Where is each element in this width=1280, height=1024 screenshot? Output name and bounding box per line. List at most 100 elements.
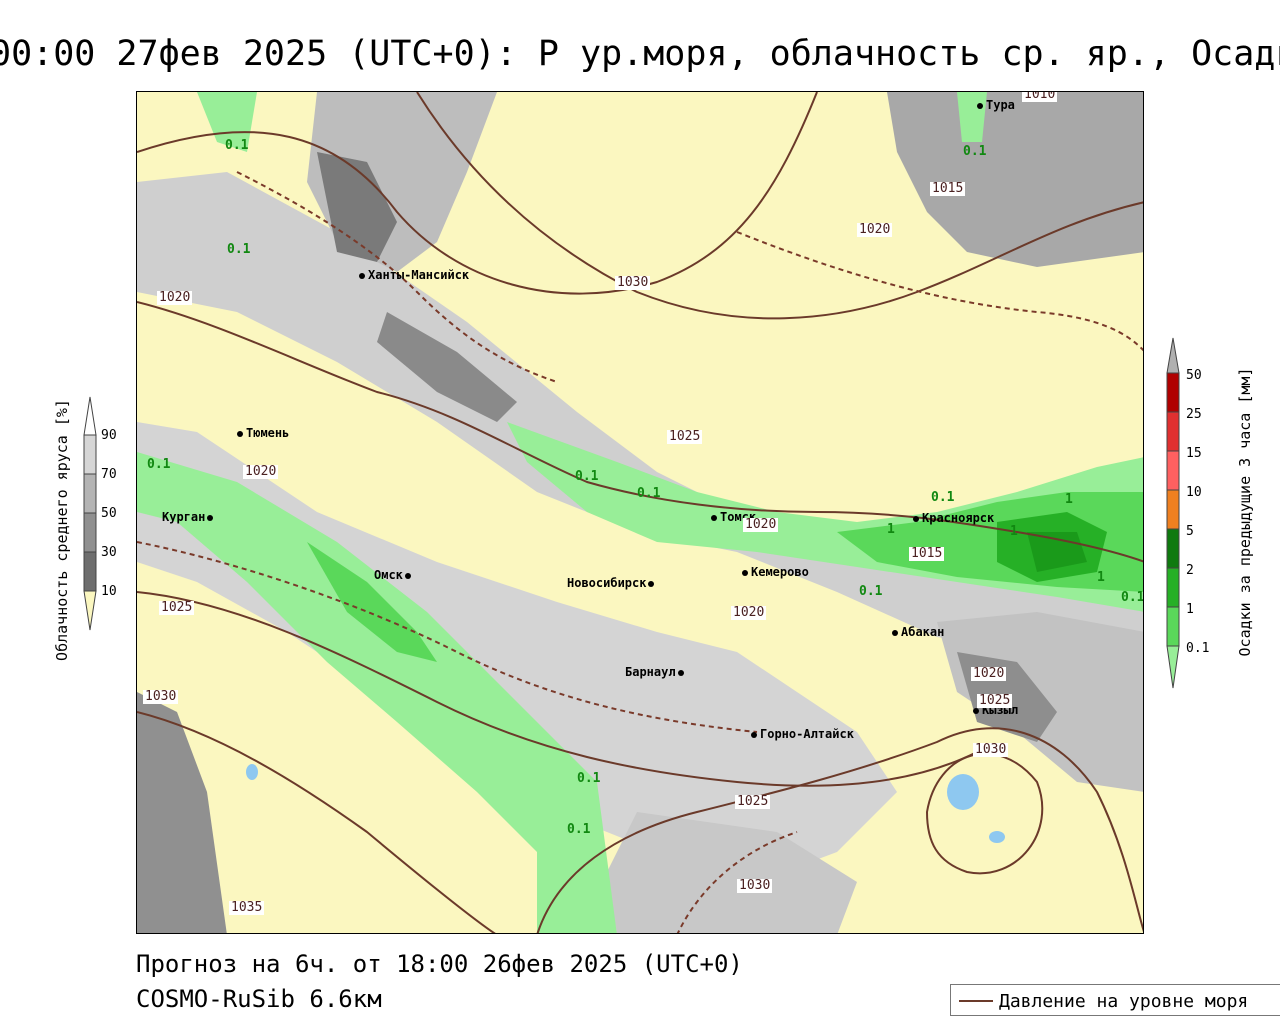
isobar [925,752,1044,875]
precip-label: 0.1 [859,584,883,599]
cloud-region [137,692,227,933]
precip-tick: 25 [1186,407,1202,422]
city-marker-icon [977,102,983,109]
cloud-colorbar [83,396,97,631]
precip-tick: 2 [1186,563,1194,578]
city-marker-icon [711,514,717,521]
isobar-label: 1010 [1022,92,1058,102]
city-marker-icon [677,669,684,676]
lake [989,831,1005,843]
precip-label: 1 [1097,570,1105,585]
lake [246,764,258,780]
cloud-tick: 70 [101,467,117,482]
isobar [236,171,558,383]
isobar-label: 1015 [930,181,966,196]
pressure-legend: Давление на уровне моря [950,984,1280,1016]
isobar-label: 1035 [229,900,265,915]
city-label: Омск [374,568,414,582]
city-label: Новосибирск [567,576,657,590]
isobar [416,92,1143,320]
isobar-label: 1030 [143,689,179,704]
city-marker-icon [359,272,365,279]
city-label: Абакан [892,625,944,639]
precip-region [307,542,437,662]
pressure-legend-line [959,1000,993,1002]
cloud-tick: 30 [101,545,117,560]
isobar-label: 1020 [731,605,767,620]
isobar-label: 1015 [909,546,945,561]
forecast-info: Прогноз на 6ч. от 18:00 26фев 2025 (UTC+… [136,950,743,978]
isobar [676,831,798,933]
precip-tick: 15 [1186,446,1202,461]
isobar-label: 1020 [243,464,279,479]
pressure-legend-label: Давление на уровне моря [999,991,1249,1012]
city-label: Кемерово [742,565,809,579]
precip-tick: 10 [1186,485,1202,500]
isobar-label: 1020 [743,517,779,532]
precip-label: 0.1 [1121,590,1144,605]
isobar-label: 1030 [973,742,1009,757]
map-title: 00:00 27фев 2025 (UTC+0): P ур.моря, обл… [0,34,1280,74]
city-marker-icon [913,515,919,522]
city-marker-icon [973,707,979,714]
city-label: Горно-Алтайск [751,727,854,741]
isobar [137,92,818,295]
city-marker-icon [237,430,243,437]
city-marker-icon [404,572,411,579]
isobars-dashed [137,171,1143,933]
precip-tick: 0.1 [1186,641,1210,656]
isobar [137,301,1143,563]
precip-tick: 1 [1186,602,1194,617]
city-label: Барнаул [625,665,687,679]
precip-label: 1 [887,522,895,537]
precip-label: 0.1 [147,457,171,472]
precip-label: 1 [1010,524,1018,539]
precip-label: 0.1 [577,771,601,786]
isobar [137,711,496,933]
precip-colorbar [1166,337,1180,689]
cloud-scale-label: Облачность среднего яруса [%] [53,399,71,661]
cloud-tick: 90 [101,428,117,443]
cloud-region [607,812,857,933]
precip-region [137,452,617,933]
city-marker-icon [648,580,655,587]
forecast-map[interactable]: Тура Ханты-Мансийск Тюмень Курган Омск Н… [136,91,1144,934]
precip-label: 0.1 [225,138,249,153]
isobars [137,92,1143,933]
isobar-label: 1030 [737,878,773,893]
city-marker-icon [892,629,898,636]
precip-region [197,92,257,152]
precip-label: 0.1 [575,469,599,484]
isobar [137,591,978,787]
city-marker-icon [742,569,748,576]
city-label: Курган [162,510,216,524]
city-label: Тюмень [237,426,289,440]
precip-label: 0.1 [637,486,661,501]
isobar-label: 1025 [977,693,1013,708]
isobar-label: 1030 [615,275,651,290]
precip-label: 0.1 [963,144,987,159]
cloud-tick: 10 [101,584,117,599]
map-canvas [137,92,1143,933]
isobar-label: 1025 [735,794,771,809]
precip-label: 0.1 [227,242,251,257]
precip-tick: 5 [1186,524,1194,539]
city-label: Тура [977,98,1015,112]
precip-label: 1 [1065,492,1073,507]
city-label: Ханты-Мансийск [359,268,469,282]
cloud-region [377,312,517,422]
cloud-region [137,172,1143,652]
lake [947,774,979,810]
cloud-region [317,152,397,262]
isobar [536,727,1143,933]
isobar-label: 1020 [157,290,193,305]
cloud-tick: 50 [101,506,117,521]
model-info: COSMO-RuSib 6.6км [136,985,382,1013]
city-marker-icon [751,731,757,738]
isobar-label: 1025 [667,429,703,444]
isobar [137,541,758,733]
precip-scale-label: Осадки за предыдущие 3 часа [мм] [1236,367,1254,657]
precip-tick: 50 [1186,368,1202,383]
cloud-region [887,92,1143,267]
precip-label: 0.1 [567,822,591,837]
